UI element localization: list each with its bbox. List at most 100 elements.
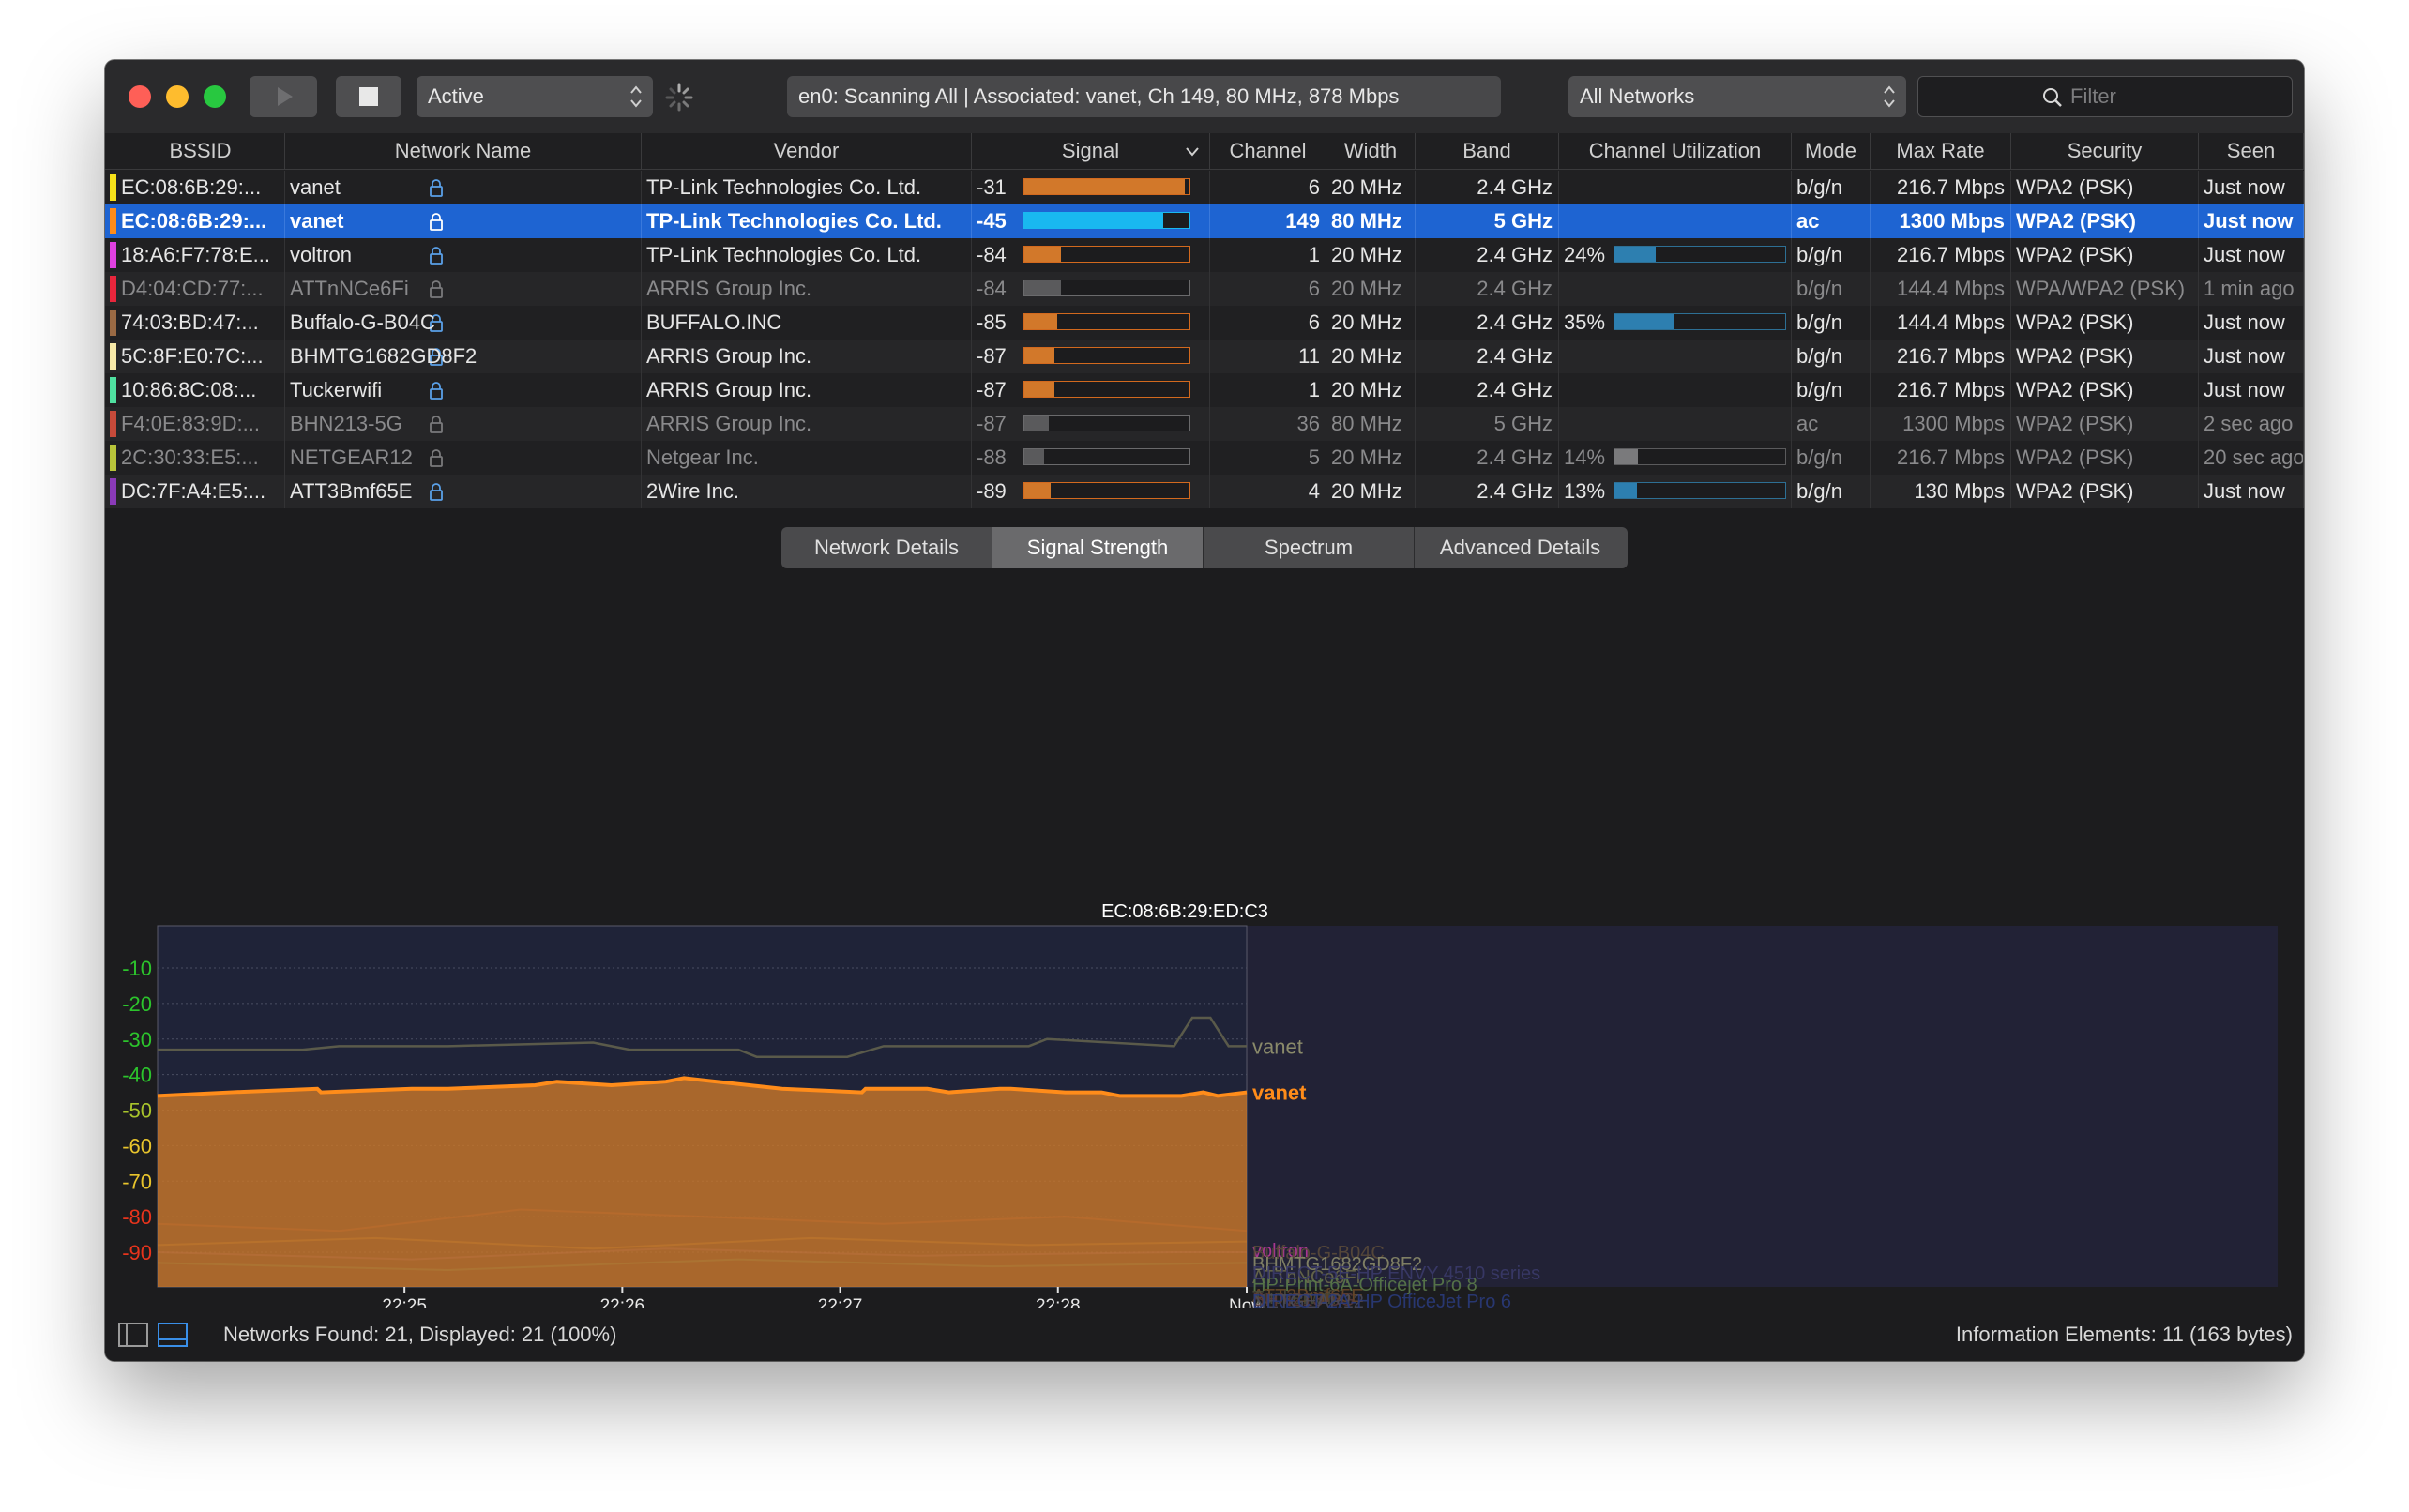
column-header-channel-utilization[interactable]: Channel Utilization [1559, 133, 1792, 169]
cell-channel: 6 [1210, 272, 1326, 306]
cell-vendor: TP-Link Technologies Co. Ltd. [642, 171, 972, 204]
cell-channel-text: 6 [1308, 175, 1320, 199]
cell-vendor-text: TP-Link Technologies Co. Ltd. [646, 175, 922, 199]
signal-strength-bar-fill [1024, 483, 1052, 498]
cell-name-text: vanet [290, 209, 344, 233]
cell-band-text: 2.4 GHz [1477, 243, 1553, 266]
cell-security: WPA2 (PSK) [2011, 238, 2199, 272]
cell-name: voltron [285, 238, 642, 272]
cell-channel: 1 [1210, 373, 1326, 407]
signal-chart-svg: -10 -20 -30 -40 -50 -60 -70 -80 -90 22:25 22:26 22:… [122, 901, 2278, 1316]
cell-rate-text: 216.7 Mbps [1897, 175, 2005, 199]
table-row[interactable]: 74:03:BD:47:... Buffalo-G-B04C BUFFALO.INC… [105, 306, 2304, 340]
cell-mode: b/g/n [1792, 306, 1871, 340]
signal-strength-bar-fill [1024, 314, 1058, 329]
cell-band-text: 2.4 GHz [1477, 344, 1553, 368]
cell-band: 2.4 GHz [1416, 340, 1559, 373]
column-header-security[interactable]: Security [2011, 133, 2199, 169]
cell-name: vanet [285, 204, 642, 238]
cell-channel-text: 1 [1308, 243, 1320, 266]
signal-strength-bar [1023, 313, 1190, 330]
table-row[interactable]: EC:08:6B:29:... vanet TP-Link Technologies… [105, 171, 2304, 204]
table-row[interactable]: 10:86:8C:08:... Tuckerwifi ARRIS Group Inc… [105, 373, 2304, 407]
cell-rate: 1300 Mbps [1871, 204, 2011, 238]
cell-width: 20 MHz [1326, 171, 1416, 204]
signal-strength-bar-fill [1024, 213, 1163, 228]
column-header-mode[interactable]: Mode [1792, 133, 1871, 169]
table-row[interactable]: DC:7F:A4:E5:... ATT3Bmf65E 2Wire Inc. -89 4 2… [105, 475, 2304, 508]
cell-channel: 36 [1210, 407, 1326, 441]
search-icon [2043, 88, 2062, 107]
cell-signal-text: -45 [977, 209, 1007, 233]
cell-seen: Just now [2199, 475, 2304, 508]
zoom-window-button[interactable] [204, 85, 226, 108]
cell-security-text: WPA2 (PSK) [2016, 378, 2134, 401]
cell-seen-text: 20 sec ago [2204, 446, 2304, 469]
tab-advanced-details[interactable]: Advanced Details [1439, 536, 1601, 559]
cell-signal: -89 [972, 475, 1210, 508]
network-color-swatch [110, 445, 116, 471]
table-row[interactable]: F4:0E:83:9D:... BHN213-5G ARRIS Group Inc.… [105, 407, 2304, 441]
cell-security: WPA2 (PSK) [2011, 407, 2199, 441]
sidebar-toggle-icon[interactable] [118, 1323, 148, 1347]
signal-strength-bar [1023, 246, 1190, 263]
table-row[interactable]: D4:04:CD:77:... ATTnNCe6Fi ARRIS Group Inc… [105, 272, 2304, 306]
table-row[interactable]: EC:08:6B:29:... vanet TP-Link Technologies… [105, 204, 2304, 238]
cell-width-text: 20 MHz [1331, 175, 1402, 199]
cell-width: 80 MHz [1326, 204, 1416, 238]
column-header-vendor[interactable]: Vendor [642, 133, 972, 169]
minimize-window-button[interactable] [166, 85, 189, 108]
cell-util-text: 24% [1564, 243, 1606, 266]
close-window-button[interactable] [129, 85, 151, 108]
cell-name: Buffalo-G-B04C [285, 306, 642, 340]
network-series-label: Buffalo-G-B04C [1252, 1243, 1385, 1263]
cell-name-text: ATT3Bmf65E [290, 479, 413, 503]
column-header-bssid[interactable]: BSSID [116, 133, 285, 169]
column-header-network-name[interactable]: Network Name [285, 133, 642, 169]
table-row[interactable]: 5C:8F:E0:7C:... BHMTG1682GD8F2 ARRIS Group… [105, 340, 2304, 373]
stop-button[interactable] [336, 76, 402, 117]
column-header-width[interactable]: Width [1326, 133, 1416, 169]
column-header-seen[interactable]: Seen [2199, 133, 2304, 169]
lock-icon [430, 179, 443, 197]
scan-mode-select[interactable]: Active [417, 76, 653, 117]
column-header-channel[interactable]: Channel [1210, 133, 1326, 169]
cell-name-text: Buffalo-G-B04C [290, 310, 435, 334]
app-window: Active en0: Scanning All | Associated: v… [105, 60, 2304, 1361]
column-header-band[interactable]: Band [1416, 133, 1559, 169]
cell-channel: 6 [1210, 171, 1326, 204]
lock-icon [430, 213, 443, 231]
cell-security: WPA2 (PSK) [2011, 340, 2199, 373]
signal-strength-bar [1023, 482, 1190, 499]
cell-band: 2.4 GHz [1416, 306, 1559, 340]
cell-band: 2.4 GHz [1416, 272, 1559, 306]
cell-seen: Just now [2199, 204, 2304, 238]
detail-pane-toggle-icon[interactable] [158, 1323, 188, 1347]
table-row[interactable]: 18:A6:F7:78:E... voltron TP-Link Technolog… [105, 238, 2304, 272]
cell-vendor: BUFFALO.INC [642, 306, 972, 340]
column-header-signal[interactable]: Signal [972, 133, 1210, 169]
cell-security: WPA2 (PSK) [2011, 373, 2199, 407]
chart-title: EC:08:6B:29:ED:C3 [1101, 901, 1268, 922]
play-button[interactable] [250, 76, 317, 117]
cell-vendor-text: ARRIS Group Inc. [646, 344, 812, 368]
tab-spectrum[interactable]: Spectrum [1204, 527, 1415, 568]
tab-signal-strength[interactable]: Signal Strength [992, 527, 1204, 568]
network-series-label: ATT3Bmf65E [1252, 1286, 1364, 1307]
cell-bssid: 10:86:8C:08:... [116, 373, 285, 407]
cell-signal: -84 [972, 272, 1210, 306]
y-tick-label: -50 [122, 1099, 152, 1123]
networks-filter-select[interactable]: All Networks [1568, 76, 1906, 117]
cell-band-text: 2.4 GHz [1477, 479, 1553, 503]
channel-utilization-bar-fill [1614, 449, 1639, 464]
tab-network-details[interactable]: Network Details [781, 527, 992, 568]
column-header-max-rate[interactable]: Max Rate [1871, 133, 2011, 169]
filter-search-field[interactable]: Filter [1917, 76, 2293, 117]
y-tick-label: -90 [122, 1241, 152, 1264]
table-row[interactable]: 2C:30:33:E5:... NETGEAR12 Netgear Inc. -88 5… [105, 441, 2304, 475]
network-color-swatch [110, 174, 116, 201]
network-signal-line [158, 1016, 1247, 1058]
cell-mode-text: b/g/n [1796, 479, 1842, 503]
cell-bssid-text: D4:04:CD:77:... [121, 277, 264, 300]
cell-width: 20 MHz [1326, 272, 1416, 306]
